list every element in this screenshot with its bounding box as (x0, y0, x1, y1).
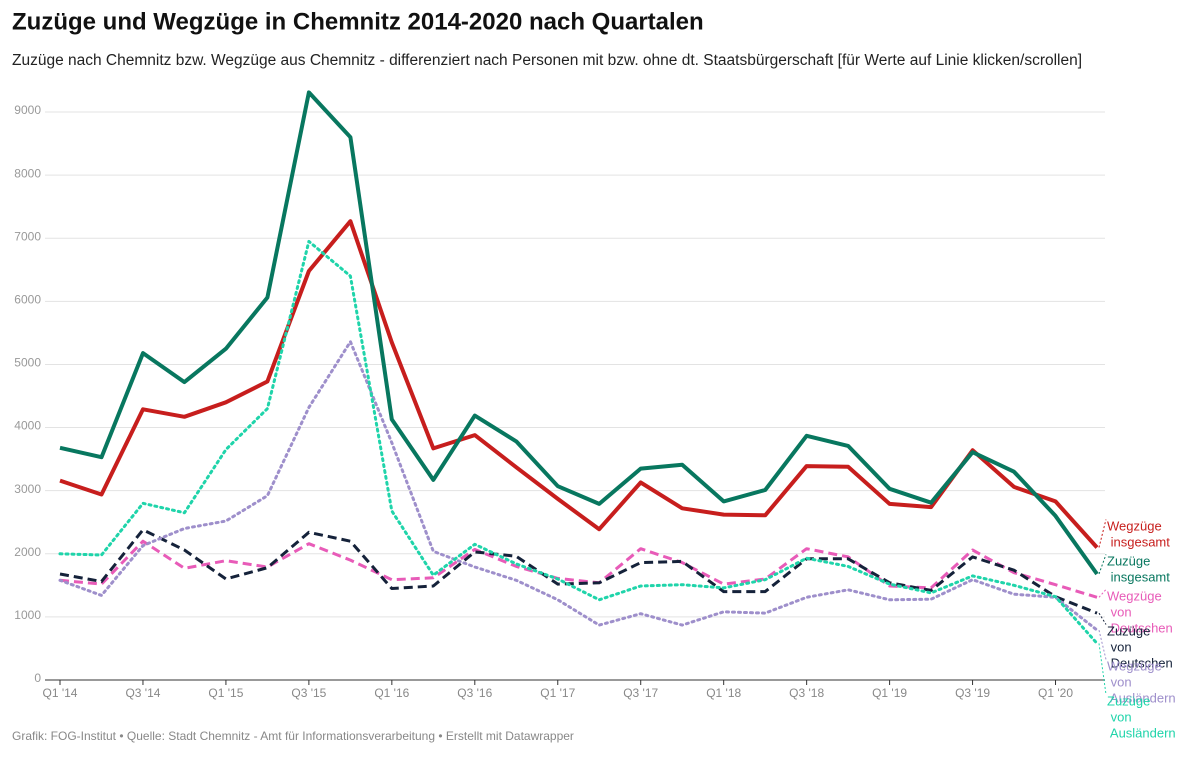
y-tick-label: 0 (34, 671, 41, 685)
series-line (59, 219, 1099, 549)
series-label: Wegzüge von Ausländern (1107, 659, 1176, 706)
y-tick-label: 3000 (14, 482, 41, 496)
series-line (58, 340, 1099, 632)
y-tick-label: 5000 (14, 356, 41, 370)
series-label: Wegzüge von Deutschen (1107, 589, 1173, 636)
x-tick-label: Q3 '14 (125, 686, 160, 700)
y-tick-label: 7000 (14, 229, 41, 243)
series-line (59, 90, 1099, 576)
x-tick-label: Q1 '20 (1038, 686, 1073, 700)
label-connector (1098, 643, 1107, 695)
y-tick-label: 1000 (14, 608, 41, 622)
series-line (58, 239, 1099, 645)
x-tick-label: Q3 '15 (291, 686, 326, 700)
x-tick-label: Q3 '16 (457, 686, 492, 700)
chart-title: Zuzüge und Wegzüge in Chemnitz 2014-2020… (12, 8, 704, 35)
label-connector (1098, 519, 1107, 548)
chart-subtitle: Zuzüge nach Chemnitz bzw. Wegzüge aus Ch… (12, 52, 1082, 69)
series-label: Zuzüge von Deutschen (1107, 624, 1173, 671)
x-tick-label: Q1 '19 (872, 686, 907, 700)
series-label: Wegzüge insgesamt (1107, 519, 1170, 550)
x-tick-label: Q1 '16 (374, 686, 409, 700)
series-line (59, 539, 1098, 599)
x-tick-label: Q1 '18 (706, 686, 741, 700)
x-tick-label: Q3 '19 (955, 686, 990, 700)
x-tick-label: Q1 '14 (43, 686, 78, 700)
y-tick-label: 4000 (14, 419, 41, 433)
x-tick-label: Q1 '17 (540, 686, 575, 700)
label-connector (1098, 554, 1107, 575)
series-label: Zuzüge insgesamt (1107, 554, 1170, 585)
label-connector (1098, 589, 1107, 598)
y-tick-label: 2000 (14, 545, 41, 559)
label-connector (1098, 630, 1107, 660)
x-tick-label: Q3 '17 (623, 686, 658, 700)
series-line (59, 528, 1098, 615)
y-tick-label: 9000 (14, 103, 41, 117)
y-tick-label: 8000 (14, 166, 41, 180)
x-tick-label: Q1 '15 (208, 686, 243, 700)
x-tick-label: Q3 '18 (789, 686, 824, 700)
y-tick-label: 6000 (14, 293, 41, 307)
source-note: Grafik: FOG-Institut • Quelle: Stadt Che… (12, 729, 574, 743)
series-label: Zuzüge von Ausländern (1107, 694, 1176, 741)
label-connector (1098, 612, 1107, 625)
